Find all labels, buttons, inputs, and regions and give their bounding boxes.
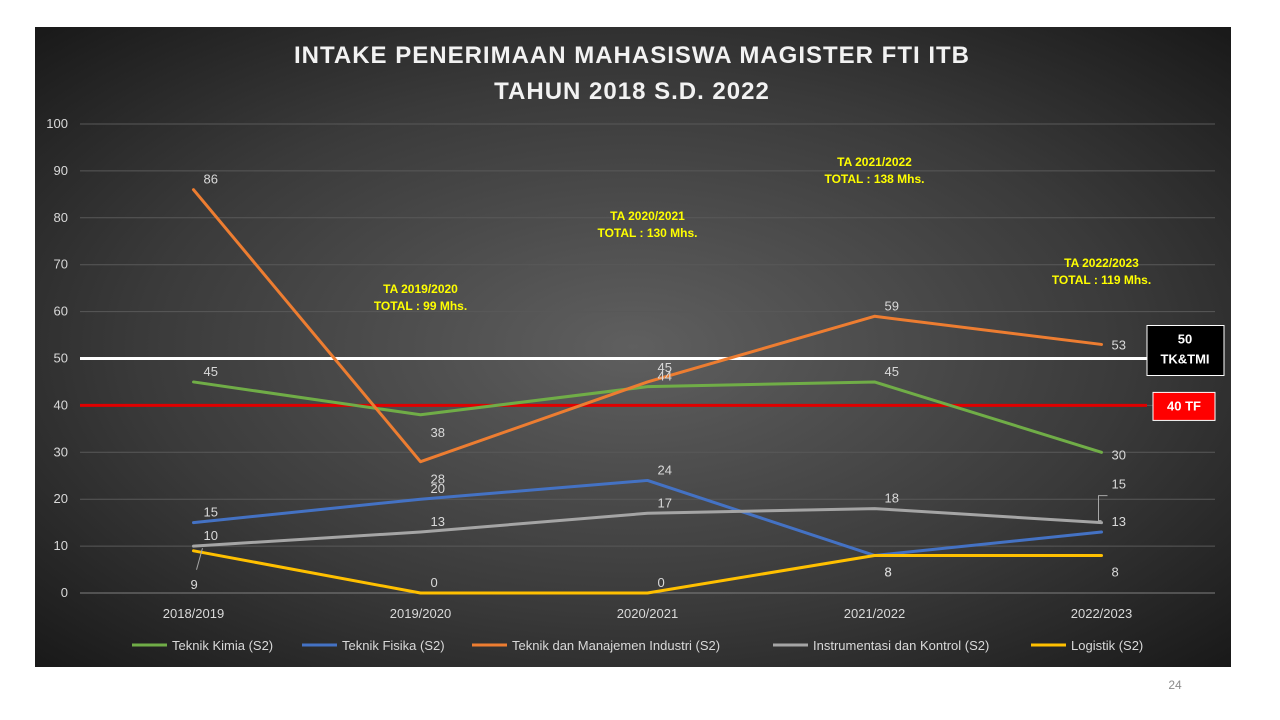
series-line bbox=[192, 507, 1103, 548]
reference-lines: 50 TK&TMI 40 TF bbox=[80, 325, 1225, 421]
y-tick-label: 30 bbox=[54, 444, 68, 459]
annotation-text: TA 2020/2021 bbox=[610, 209, 685, 223]
data-label: 20 bbox=[431, 481, 445, 496]
y-tick-label: 40 bbox=[54, 397, 68, 412]
y-tick-label: 50 bbox=[54, 351, 68, 366]
y-tick-label: 80 bbox=[54, 210, 68, 225]
annotation-text: TOTAL : 119 Mhs. bbox=[1052, 273, 1151, 287]
data-label: 59 bbox=[885, 298, 899, 313]
reference-label-box bbox=[1146, 325, 1225, 376]
page-number: 24 bbox=[1168, 678, 1182, 692]
legend-label: Teknik dan Manajemen Industri (S2) bbox=[512, 638, 720, 653]
chart-title: INTAKE PENERIMAAN MAHASISWA MAGISTER FTI… bbox=[294, 42, 970, 69]
data-label: 24 bbox=[658, 462, 672, 477]
series-line bbox=[192, 380, 1103, 454]
data-label: 45 bbox=[658, 360, 672, 375]
annotation-text: TA 2021/2022 bbox=[837, 155, 912, 169]
y-tick-label: 60 bbox=[54, 304, 68, 319]
annotation-text: TA 2022/2023 bbox=[1064, 256, 1139, 270]
y-tick-label: 70 bbox=[54, 257, 68, 272]
data-label: 10 bbox=[204, 528, 218, 543]
reference-label-box bbox=[1152, 391, 1216, 421]
annotations: TA 2019/2020 TOTAL : 99 Mhs. TA 2020/2021 T… bbox=[374, 155, 1151, 313]
data-label: 45 bbox=[204, 364, 218, 379]
legend: Teknik Kimia (S2) Teknik Fisika (S2) Tekni… bbox=[132, 638, 1143, 653]
data-label: 30 bbox=[1112, 447, 1126, 462]
data-label: 15 bbox=[1112, 477, 1126, 492]
reference-label: TK&TMI bbox=[1160, 352, 1209, 367]
annotation-text: TOTAL : 130 Mhs. bbox=[597, 226, 697, 240]
data-label: 8 bbox=[1112, 564, 1119, 579]
data-label: 0 bbox=[431, 575, 438, 590]
x-tick-label: 2019/2020 bbox=[390, 606, 451, 621]
y-tick-label: 90 bbox=[54, 163, 68, 178]
reference-label: 50 bbox=[1178, 332, 1192, 347]
y-tick-label: 100 bbox=[46, 116, 68, 131]
data-label: 9 bbox=[191, 577, 198, 592]
legend-label: Teknik Kimia (S2) bbox=[172, 638, 273, 653]
x-tick-label: 2020/2021 bbox=[617, 606, 678, 621]
data-label: 0 bbox=[658, 575, 665, 590]
annotation-text: TOTAL : 99 Mhs. bbox=[374, 299, 467, 313]
data-label: 53 bbox=[1112, 337, 1126, 352]
series-line bbox=[192, 478, 1103, 557]
data-label: 13 bbox=[1112, 514, 1126, 529]
series-lines bbox=[192, 188, 1103, 595]
data-label: 28 bbox=[431, 472, 445, 487]
data-label: 15 bbox=[204, 505, 218, 520]
y-tick-label: 10 bbox=[54, 538, 68, 553]
data-label-leader bbox=[1098, 495, 1108, 522]
series-line bbox=[192, 188, 1103, 464]
data-label: 38 bbox=[431, 425, 445, 440]
chart-panel: INTAKE PENERIMAAN MAHASISWA MAGISTER FTI… bbox=[35, 27, 1231, 667]
data-label-leader bbox=[196, 547, 203, 570]
data-label: 8 bbox=[885, 564, 892, 579]
data-label: 45 bbox=[885, 364, 899, 379]
y-tick-label: 0 bbox=[61, 585, 68, 600]
annotation-text: TA 2019/2020 bbox=[383, 282, 458, 296]
chart-subtitle: TAHUN 2018 S.D. 2022 bbox=[494, 78, 770, 105]
data-label: 44 bbox=[658, 369, 672, 384]
data-label: 17 bbox=[658, 495, 672, 510]
legend-label: Logistik (S2) bbox=[1071, 638, 1143, 653]
legend-label: Teknik Fisika (S2) bbox=[342, 638, 445, 653]
legend-label: Instrumentasi dan Kontrol (S2) bbox=[813, 638, 989, 653]
data-label: 8 bbox=[885, 564, 892, 579]
data-label: 18 bbox=[885, 491, 899, 506]
x-tick-label: 2018/2019 bbox=[163, 606, 224, 621]
series-line bbox=[192, 549, 1103, 595]
data-label: 86 bbox=[204, 172, 218, 187]
line-chart: INTAKE PENERIMAAN MAHASISWA MAGISTER FTI… bbox=[35, 27, 1231, 667]
annotation-text: TOTAL : 138 Mhs. bbox=[824, 172, 924, 186]
reference-label: 40 TF bbox=[1167, 398, 1201, 413]
y-tick-label: 20 bbox=[54, 491, 68, 506]
data-label: 13 bbox=[431, 514, 445, 529]
x-tick-label: 2022/2023 bbox=[1071, 606, 1132, 621]
x-tick-label: 2021/2022 bbox=[844, 606, 905, 621]
